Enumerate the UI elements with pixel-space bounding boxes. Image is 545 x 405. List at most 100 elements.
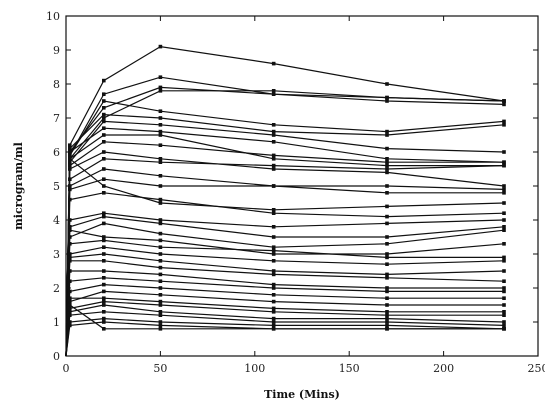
data-point [158, 201, 163, 205]
data-point [385, 289, 389, 294]
data-point [158, 320, 163, 324]
data-point [271, 92, 276, 96]
data-point [502, 279, 506, 283]
data-point [271, 129, 276, 134]
data-point [158, 323, 163, 328]
y-tick-label: 2 [53, 282, 60, 295]
data-point [502, 228, 506, 232]
data-point [385, 327, 389, 331]
series-line-14 [65, 178, 504, 357]
data-point [158, 299, 163, 304]
data-point [158, 327, 163, 331]
data-point [502, 303, 506, 307]
data-point [158, 109, 163, 113]
data-point [158, 129, 163, 134]
data-point [271, 133, 276, 137]
data-point [502, 150, 506, 154]
data-point [502, 102, 506, 107]
data-point [68, 313, 72, 317]
data-point [102, 126, 106, 130]
data-point [271, 167, 276, 171]
data-point [271, 184, 276, 188]
data-point [385, 133, 389, 137]
data-point [502, 187, 506, 192]
data-point [385, 82, 389, 86]
data-point [271, 259, 276, 263]
y-tick-label: 1 [53, 316, 60, 329]
data-point [68, 269, 72, 273]
data-point [158, 197, 163, 202]
data-point [271, 225, 276, 229]
data-point [502, 201, 506, 205]
data-point [158, 313, 163, 317]
data-point [271, 153, 276, 158]
data-point [102, 259, 106, 263]
data-point [158, 143, 163, 147]
data-point [68, 197, 72, 202]
data-point [102, 157, 106, 161]
data-point [102, 106, 106, 110]
y-tick-label: 9 [53, 44, 60, 57]
y-tick-label: 8 [53, 78, 60, 91]
data-point [158, 259, 163, 263]
x-tick-label: 0 [63, 362, 70, 375]
data-point [158, 310, 163, 314]
data-point [385, 204, 389, 209]
data-point [271, 123, 276, 127]
data-point [271, 293, 276, 297]
data-point [385, 129, 389, 134]
data-point [385, 276, 389, 280]
data-point [502, 225, 506, 229]
y-tick-label: 4 [53, 214, 60, 227]
data-point [271, 89, 276, 93]
data-point [502, 255, 506, 260]
data-point [102, 119, 106, 124]
data-point [102, 327, 106, 331]
x-tick-label: 150 [339, 362, 360, 375]
data-point [385, 221, 389, 226]
data-point [158, 184, 163, 188]
data-point [271, 299, 276, 304]
data-point [385, 167, 389, 171]
data-point [502, 123, 506, 127]
data-point [385, 286, 389, 290]
data-point [158, 293, 163, 297]
data-point [385, 95, 389, 100]
data-point [102, 99, 106, 103]
data-point [102, 238, 106, 243]
y-tick-label: 10 [46, 10, 60, 23]
data-point [385, 313, 389, 317]
data-point [102, 140, 106, 144]
data-point [271, 252, 276, 256]
data-point [385, 320, 389, 324]
data-point [502, 320, 506, 324]
data-point [502, 310, 506, 314]
data-point [158, 279, 163, 283]
data-point [271, 248, 276, 253]
x-tick-label: 100 [244, 362, 265, 375]
data-point [502, 313, 506, 317]
data-point [158, 245, 163, 249]
data-point [271, 272, 276, 277]
data-point [102, 184, 106, 188]
data-point [271, 157, 276, 161]
y-tick-label: 5 [53, 180, 60, 193]
data-point [502, 160, 506, 164]
data-point [68, 289, 72, 294]
data-point [385, 99, 389, 103]
data-point [102, 299, 106, 304]
data-point [102, 316, 106, 321]
data-point [158, 252, 163, 256]
data-point [68, 296, 72, 300]
data-point [158, 174, 163, 178]
data-point [271, 269, 276, 273]
data-point [158, 265, 163, 270]
data-point [271, 245, 276, 249]
data-point [271, 323, 276, 328]
data-point [502, 242, 506, 246]
data-point [102, 78, 106, 83]
data-point [158, 272, 163, 277]
data-point [385, 303, 389, 307]
data-point [102, 289, 106, 294]
